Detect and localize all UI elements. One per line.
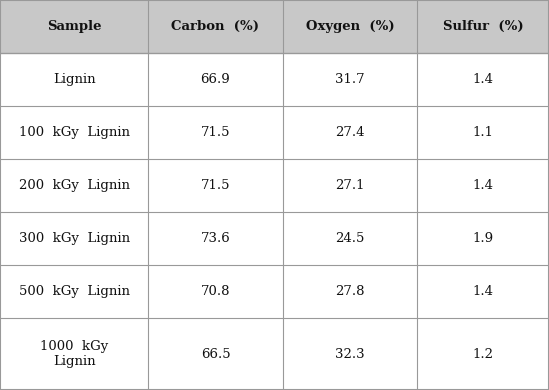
Text: 73.6: 73.6: [200, 232, 231, 245]
Text: 71.5: 71.5: [201, 126, 230, 139]
Text: Lignin: Lignin: [53, 73, 96, 86]
Text: 66.5: 66.5: [201, 347, 230, 361]
Text: 1.2: 1.2: [473, 347, 494, 361]
Text: 71.5: 71.5: [201, 179, 230, 192]
Text: 27.1: 27.1: [335, 179, 365, 192]
Text: 200  kGy  Lignin: 200 kGy Lignin: [19, 179, 130, 192]
Text: 66.9: 66.9: [200, 73, 231, 86]
Text: 31.7: 31.7: [335, 73, 365, 86]
Text: 1.4: 1.4: [473, 285, 494, 298]
Text: Carbon  (%): Carbon (%): [171, 20, 260, 33]
Text: 27.4: 27.4: [335, 126, 365, 139]
Text: Oxygen  (%): Oxygen (%): [306, 20, 394, 33]
Text: 70.8: 70.8: [201, 285, 230, 298]
Text: 1.9: 1.9: [473, 232, 494, 245]
Text: 24.5: 24.5: [335, 232, 365, 245]
Text: 32.3: 32.3: [335, 347, 365, 361]
Text: 27.8: 27.8: [335, 285, 365, 298]
Text: 1.1: 1.1: [473, 126, 494, 139]
Text: 500  kGy  Lignin: 500 kGy Lignin: [19, 285, 130, 298]
Text: Sulfur  (%): Sulfur (%): [443, 20, 523, 33]
Text: Sample: Sample: [47, 20, 102, 33]
Text: 100  kGy  Lignin: 100 kGy Lignin: [19, 126, 130, 139]
FancyBboxPatch shape: [0, 0, 549, 53]
Text: 300  kGy  Lignin: 300 kGy Lignin: [19, 232, 130, 245]
Text: 1.4: 1.4: [473, 179, 494, 192]
Text: 1000  kGy
Lignin: 1000 kGy Lignin: [40, 340, 108, 368]
Text: 1.4: 1.4: [473, 73, 494, 86]
